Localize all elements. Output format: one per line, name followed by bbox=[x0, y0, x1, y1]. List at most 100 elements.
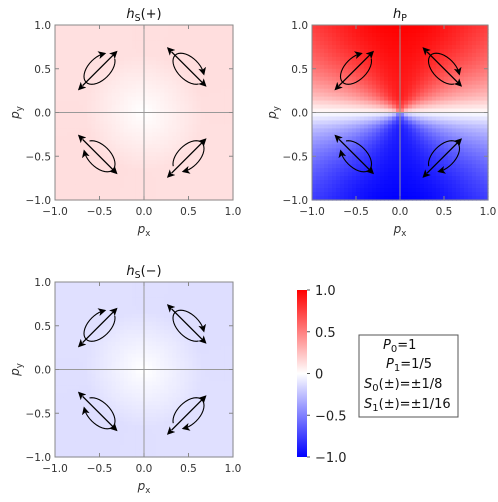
heatmap-cell bbox=[75, 188, 80, 193]
heatmap-cell bbox=[221, 184, 226, 189]
heatmap-cell bbox=[408, 152, 413, 157]
heatmap-cell bbox=[55, 445, 60, 450]
heatmap-cell bbox=[424, 93, 429, 98]
heatmap-cell bbox=[120, 290, 125, 295]
heatmap-cell bbox=[420, 41, 425, 46]
heatmap-cell bbox=[104, 25, 109, 30]
heatmap-cell bbox=[136, 89, 141, 94]
heatmap-cell bbox=[83, 45, 88, 50]
heatmap-cell bbox=[400, 85, 405, 90]
heatmap-cell bbox=[132, 318, 137, 323]
heatmap-cell bbox=[336, 116, 341, 121]
heatmap-cell bbox=[460, 105, 465, 110]
heatmap-cell bbox=[400, 164, 405, 169]
heatmap-cell bbox=[364, 33, 369, 38]
heatmap-cell bbox=[217, 120, 222, 125]
heatmap-cell bbox=[217, 124, 222, 129]
heatmap-cell bbox=[324, 57, 329, 62]
heatmap-cell bbox=[124, 397, 129, 402]
heatmap-cell bbox=[316, 105, 321, 110]
heatmap-cell bbox=[316, 85, 321, 90]
heatmap-cell bbox=[91, 449, 96, 454]
heatmap-cell bbox=[75, 192, 80, 197]
heatmap-cell bbox=[460, 101, 465, 106]
heatmap-cell bbox=[144, 370, 149, 375]
heatmap-cell bbox=[360, 176, 365, 181]
heatmap-cell bbox=[440, 29, 445, 34]
heatmap-cell bbox=[79, 286, 84, 291]
heatmap-cell bbox=[132, 164, 137, 169]
heatmap-cell bbox=[472, 45, 477, 50]
heatmap-cell bbox=[448, 49, 453, 54]
heatmap-cell bbox=[360, 136, 365, 141]
heatmap-cell bbox=[132, 33, 137, 38]
heatmap-cell bbox=[468, 188, 473, 193]
heatmap-cell bbox=[71, 168, 76, 173]
heatmap-cell bbox=[63, 354, 68, 359]
heatmap-cell bbox=[217, 156, 222, 161]
heatmap-cell bbox=[120, 152, 125, 157]
heatmap-cell bbox=[189, 89, 194, 94]
heatmap-cell bbox=[201, 93, 206, 98]
heatmap-cell bbox=[132, 389, 137, 394]
heatmap-cell bbox=[75, 310, 80, 315]
heatmap-cell bbox=[75, 425, 80, 430]
heatmap-cell bbox=[91, 124, 96, 129]
heatmap-cell bbox=[420, 61, 425, 66]
heatmap-cell bbox=[100, 124, 105, 129]
heatmap-cell bbox=[324, 81, 329, 86]
heatmap-cell bbox=[376, 156, 381, 161]
heatmap-cell bbox=[404, 184, 409, 189]
heatmap-cell bbox=[217, 85, 222, 90]
heatmap-cell bbox=[91, 342, 96, 347]
heatmap-cell bbox=[348, 89, 353, 94]
heatmap-cell bbox=[416, 69, 421, 74]
heatmap-cell bbox=[480, 89, 485, 94]
heatmap-cell bbox=[164, 93, 169, 98]
heatmap-cell bbox=[440, 97, 445, 102]
heatmap-cell bbox=[63, 417, 68, 422]
heatmap-cell bbox=[444, 113, 449, 118]
heatmap-cell bbox=[160, 53, 165, 58]
heatmap-cell bbox=[368, 41, 373, 46]
heatmap-cell bbox=[400, 101, 405, 106]
heatmap-cell bbox=[201, 105, 206, 110]
heatmap-cell bbox=[424, 57, 429, 62]
heatmap-cell bbox=[156, 45, 161, 50]
heatmap-cell bbox=[225, 160, 230, 165]
heatmap-cell bbox=[205, 93, 210, 98]
heatmap-cell bbox=[360, 124, 365, 129]
heatmap-cell bbox=[472, 105, 477, 110]
heatmap-cell bbox=[100, 290, 105, 295]
heatmap-cell bbox=[83, 381, 88, 386]
heatmap-cell bbox=[71, 97, 76, 102]
heatmap-cell bbox=[316, 116, 321, 121]
heatmap-cell bbox=[480, 180, 485, 185]
heatmap-cell bbox=[128, 326, 133, 331]
heatmap-cell bbox=[468, 192, 473, 197]
heatmap-cell bbox=[189, 116, 194, 121]
heatmap-cell bbox=[108, 132, 113, 137]
heatmap-cell bbox=[360, 128, 365, 133]
heatmap-cell bbox=[388, 33, 393, 38]
heatmap-cell bbox=[312, 97, 317, 102]
heatmap-cell bbox=[468, 180, 473, 185]
heatmap-cell bbox=[55, 188, 60, 193]
heatmap-cell bbox=[193, 105, 198, 110]
heatmap-cell bbox=[152, 113, 157, 118]
heatmap-cell bbox=[87, 180, 92, 185]
heatmap-cell bbox=[164, 29, 169, 34]
heatmap-cell bbox=[83, 421, 88, 426]
heatmap-cell bbox=[91, 433, 96, 438]
heatmap-cell bbox=[172, 192, 177, 197]
heatmap-cell bbox=[136, 148, 141, 153]
heatmap-cell bbox=[91, 120, 96, 125]
heatmap-cell bbox=[136, 314, 141, 319]
heatmap-cell bbox=[112, 85, 117, 90]
heatmap-cell bbox=[340, 176, 345, 181]
heatmap-cell bbox=[444, 49, 449, 54]
heatmap-cell bbox=[152, 152, 157, 157]
heatmap-cell bbox=[128, 377, 133, 382]
heatmap-cell bbox=[468, 45, 473, 50]
heatmap-cell bbox=[221, 37, 226, 42]
